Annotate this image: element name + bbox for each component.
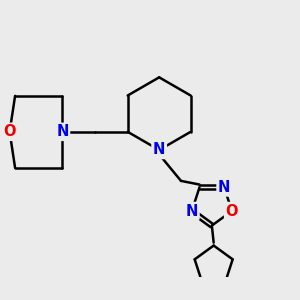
Text: N: N bbox=[218, 180, 230, 195]
Text: O: O bbox=[3, 124, 16, 139]
Text: N: N bbox=[56, 124, 68, 139]
Text: O: O bbox=[226, 203, 238, 218]
Text: N: N bbox=[186, 203, 198, 218]
Text: N: N bbox=[153, 142, 165, 158]
